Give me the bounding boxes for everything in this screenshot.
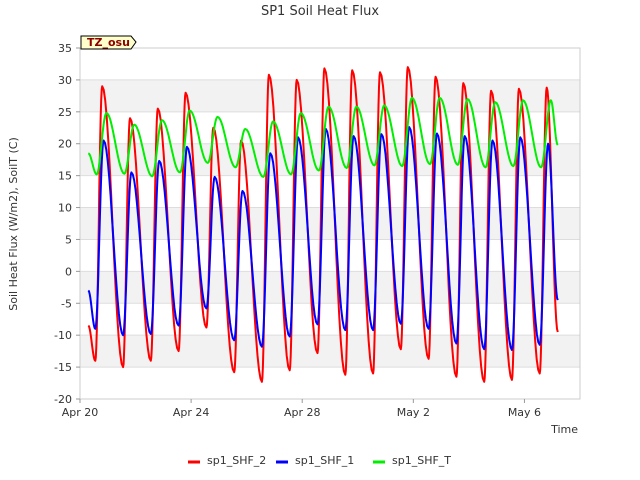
y-tick-label: 25: [58, 106, 72, 119]
x-axis-ticks: Apr 20 Apr 24 Apr 28 May 2 May 6: [62, 399, 541, 419]
grid-band: [80, 207, 580, 240]
grid-band: [80, 335, 580, 368]
series-line-sp1-shf-t: [87, 96, 559, 178]
x-tick-label: Apr 28: [284, 406, 321, 419]
y-tick-label: -5: [61, 297, 72, 310]
legend-item: sp1_SHF_1: [276, 454, 354, 467]
y-tick-label: 5: [65, 233, 72, 246]
series-line-sp1-shf-2: [87, 66, 559, 383]
legend-label: sp1_SHF_2: [207, 454, 266, 467]
legend-item: sp1_SHF_T: [373, 454, 451, 467]
chart-title: SP1 Soil Heat Flux: [261, 4, 379, 19]
legend-item: sp1_SHF_2: [188, 454, 266, 467]
y-tick-label: 20: [58, 138, 72, 151]
y-tick-label: 15: [58, 170, 72, 183]
x-tick-label: Apr 20: [62, 406, 99, 419]
y-axis-label: Soil Heat Flux (W/m2), SoilT (C): [7, 137, 20, 310]
y-tick-label: -10: [54, 329, 72, 342]
legend-label: sp1_SHF_1: [295, 454, 354, 467]
y-tick-label: 30: [58, 74, 72, 87]
y-tick-label: 0: [65, 265, 72, 278]
legend-label: sp1_SHF_T: [392, 454, 451, 467]
plot-area-border: [79, 47, 581, 400]
tz-annotation: TZ_osu: [80, 35, 137, 50]
grid-band: [80, 271, 580, 304]
x-tick-label: Apr 24: [173, 406, 210, 419]
tz-annotation-label: TZ_osu: [87, 36, 130, 49]
y-tick-label: 10: [58, 202, 72, 215]
y-axis-ticks: -20 -15 -10 -5 0 5 10 15 20 25 30 35: [54, 42, 80, 406]
series-lines: [87, 66, 559, 383]
x-tick-label: May 2: [397, 406, 430, 419]
tz-annotation-box: [80, 35, 137, 50]
legend: sp1_SHF_2 sp1_SHF_1 sp1_SHF_T: [188, 454, 451, 467]
y-tick-label: -15: [54, 361, 72, 374]
y-tick-label: 35: [58, 42, 72, 55]
x-axis-label: Time: [550, 423, 578, 436]
x-tick-label: May 6: [508, 406, 541, 419]
series-line-sp1-shf-1: [87, 126, 559, 351]
y-tick-label: -20: [54, 393, 72, 406]
